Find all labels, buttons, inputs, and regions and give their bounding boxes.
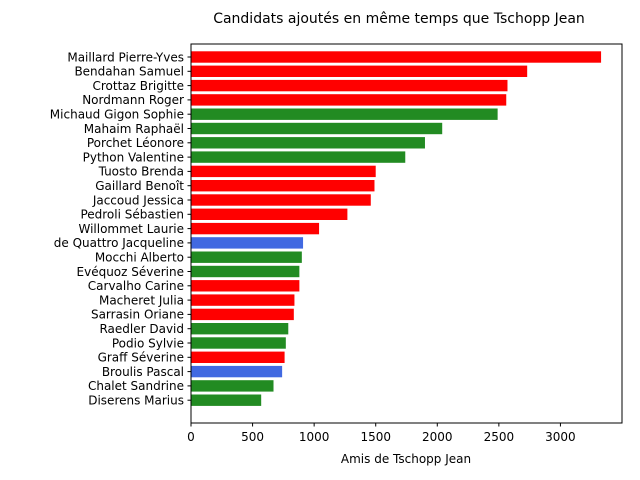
bar bbox=[191, 265, 300, 278]
y-tick-label: Mahaim Raphaël bbox=[84, 122, 184, 136]
x-tick-label: 1000 bbox=[299, 430, 330, 444]
y-tick-label: Carvalho Carine bbox=[88, 279, 184, 293]
bar bbox=[191, 294, 295, 306]
y-tick-label: Tuosto Brenda bbox=[98, 165, 184, 179]
y-tick-label: Porchet Léonore bbox=[87, 136, 184, 150]
y-tick-label: Podio Sylvie bbox=[112, 336, 184, 350]
y-tick-label: Willommet Laurie bbox=[78, 222, 184, 236]
bar bbox=[191, 51, 602, 63]
bar bbox=[191, 323, 289, 335]
y-tick-label: Raedler David bbox=[99, 322, 184, 336]
x-tick-label: 500 bbox=[241, 430, 264, 444]
bar bbox=[191, 237, 304, 249]
bar bbox=[191, 365, 283, 378]
x-tick-label: 0 bbox=[187, 430, 195, 444]
bar bbox=[191, 308, 294, 321]
y-tick-label: Sarrasin Oriane bbox=[91, 308, 184, 322]
x-tick-label: 1500 bbox=[360, 430, 391, 444]
bar bbox=[191, 94, 507, 106]
bar bbox=[191, 280, 300, 292]
y-tick-label: Broulis Pascal bbox=[102, 365, 184, 379]
bar bbox=[191, 251, 302, 263]
bar bbox=[191, 79, 508, 92]
y-tick-label: Graff Séverine bbox=[98, 351, 184, 365]
x-tick-label: 2500 bbox=[484, 430, 515, 444]
axes-frame bbox=[190, 43, 623, 424]
bar bbox=[191, 137, 425, 149]
y-tick-label: de Quattro Jacqueline bbox=[54, 236, 184, 250]
x-ticks: 0 500 1000 1500 2000 2500 3000 bbox=[187, 423, 576, 444]
bar bbox=[191, 122, 443, 135]
y-tick-label: Maillard Pierre-Yves bbox=[67, 50, 184, 64]
bar bbox=[191, 180, 375, 192]
y-tick-label: Mocchi Alberto bbox=[95, 251, 184, 265]
y-tick-label: Pedroli Sébastien bbox=[80, 208, 184, 222]
bar bbox=[191, 165, 376, 178]
bar bbox=[191, 194, 371, 206]
y-tick-label: Chalet Sandrine bbox=[88, 379, 184, 393]
y-tick-label: Macheret Julia bbox=[99, 293, 184, 307]
bar bbox=[191, 151, 406, 163]
x-axis-label: Amis de Tschopp Jean bbox=[341, 452, 471, 466]
y-tick-label: Diserens Marius bbox=[88, 394, 184, 408]
bar bbox=[191, 394, 262, 406]
bar bbox=[191, 108, 498, 120]
y-tick-label: Gaillard Benoît bbox=[95, 179, 184, 193]
y-tick-label: Jaccoud Jessica bbox=[92, 193, 184, 207]
y-tick-label: Michaud Gigon Sophie bbox=[50, 108, 184, 122]
x-tick-label: 3000 bbox=[545, 430, 576, 444]
chart-title: Candidats ajoutés en même temps que Tsch… bbox=[213, 11, 585, 27]
bar bbox=[191, 380, 274, 392]
bar bbox=[191, 351, 285, 363]
bar bbox=[191, 208, 348, 220]
y-tick-label: Evéquoz Séverine bbox=[77, 265, 184, 279]
y-tick-label: Bendahan Samuel bbox=[74, 65, 184, 79]
bar bbox=[191, 337, 286, 349]
bar bbox=[191, 65, 528, 77]
y-tick-label: Python Valentine bbox=[83, 150, 184, 164]
y-tick-label: Nordmann Roger bbox=[82, 93, 184, 107]
bars-layer bbox=[191, 51, 602, 406]
y-tick-label: Crottaz Brigitte bbox=[92, 79, 184, 93]
x-tick-label: 2000 bbox=[422, 430, 453, 444]
bar bbox=[191, 222, 320, 235]
